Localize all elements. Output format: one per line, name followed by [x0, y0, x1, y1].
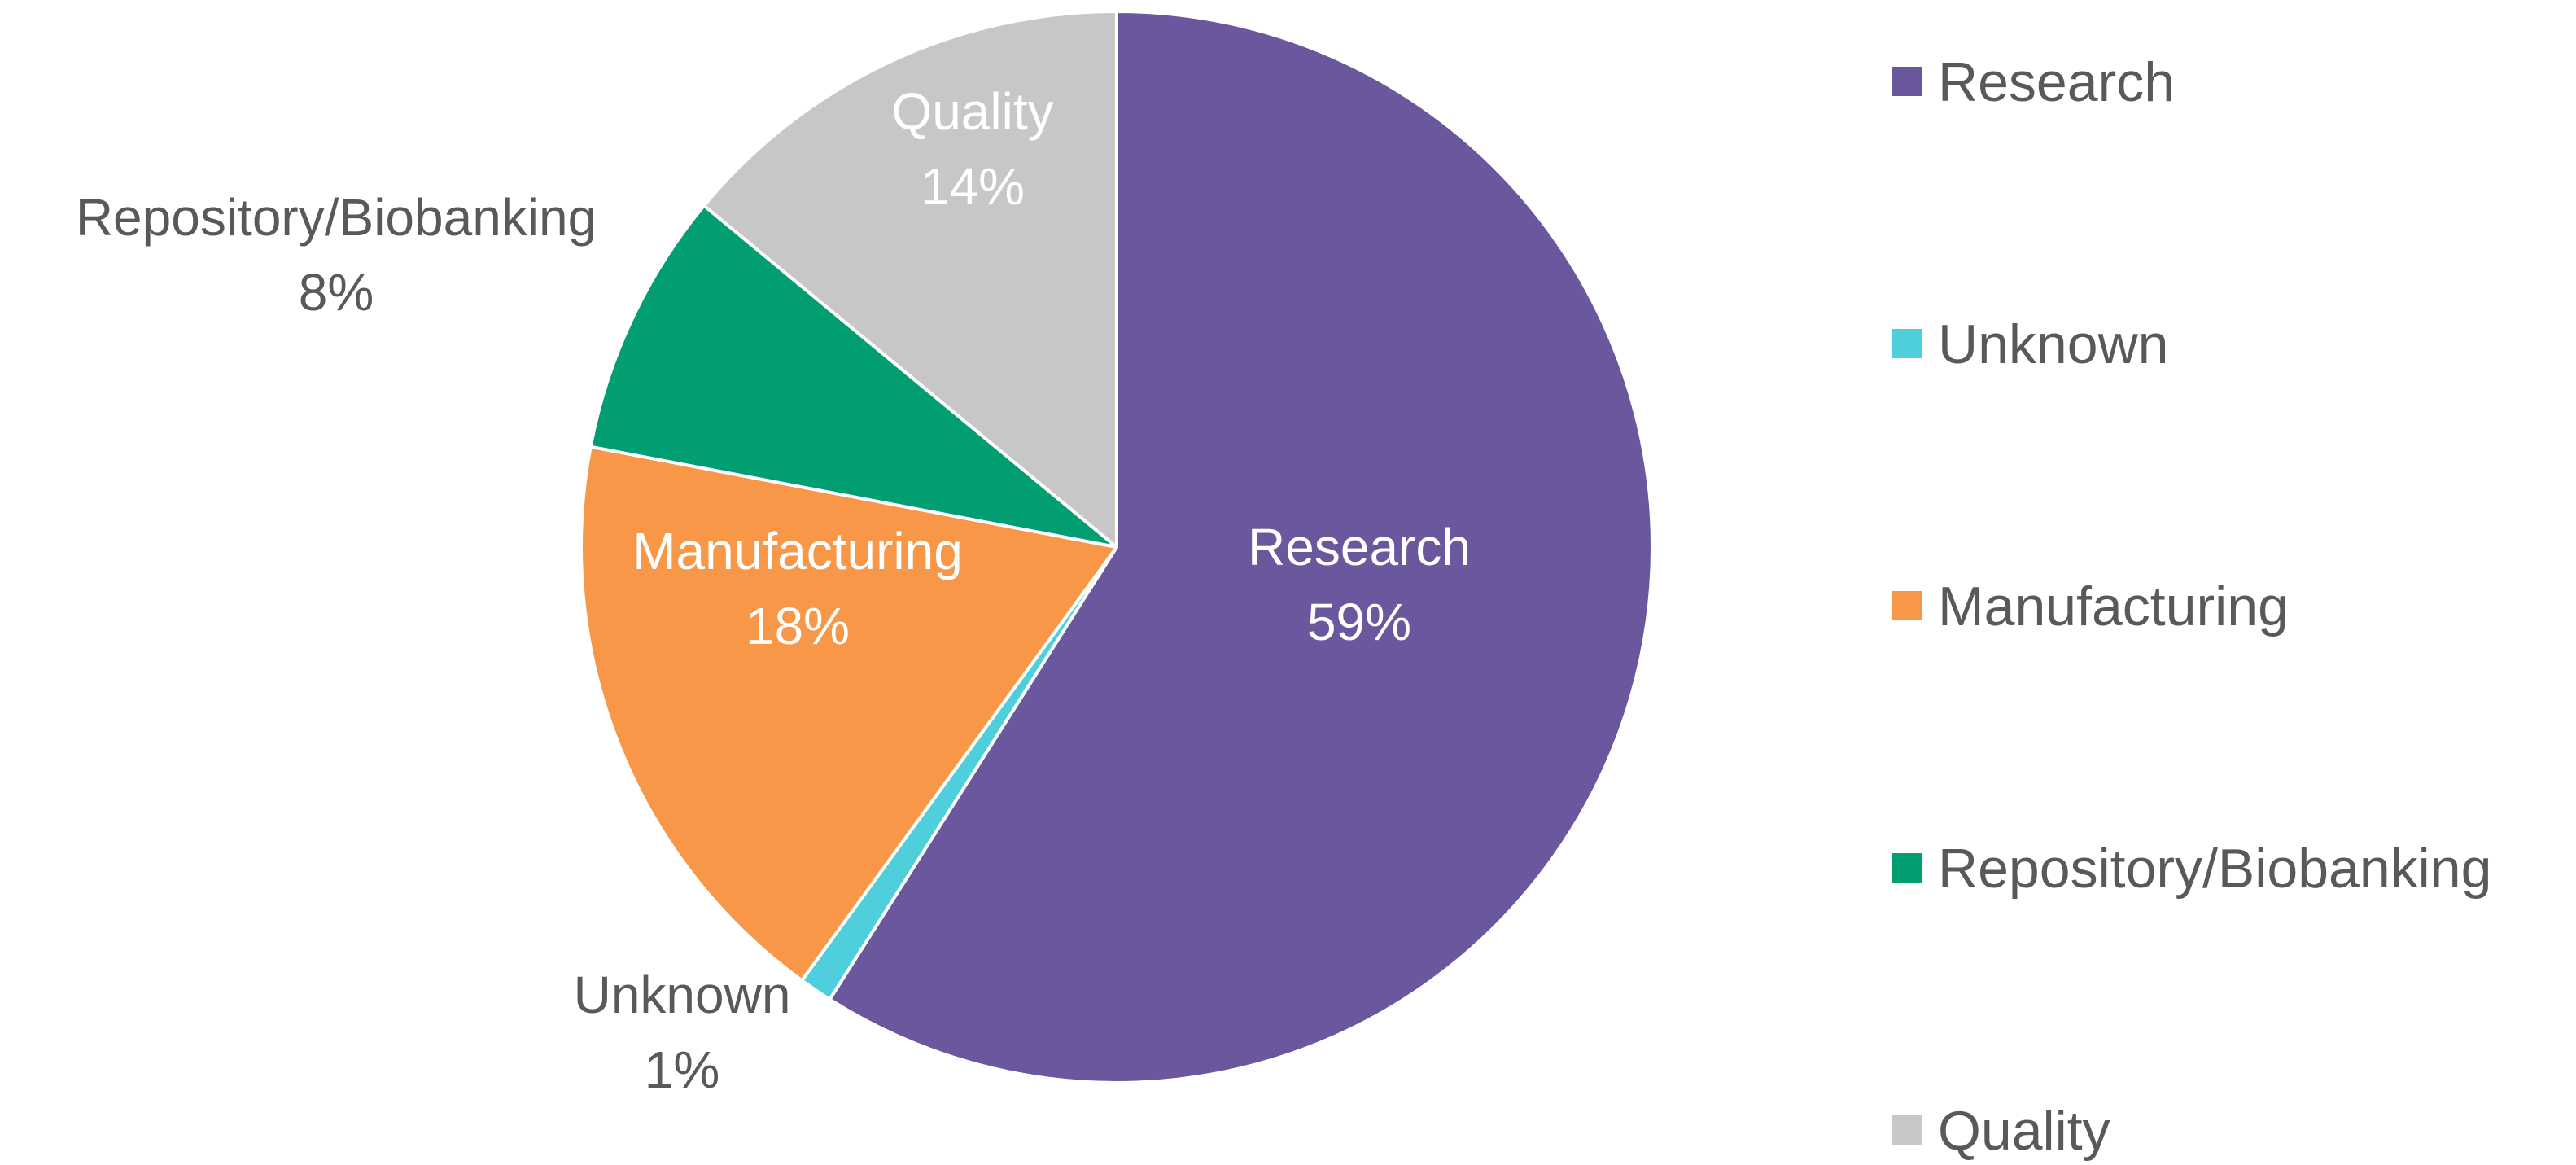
slice-percent-manufacturing: 18%	[746, 597, 850, 655]
slice-label-quality: Quality 14%	[891, 82, 1053, 216]
slice-percent-research: 59%	[1307, 593, 1411, 651]
legend-swatch-unknown	[1892, 329, 1922, 358]
legend-item-quality: Quality	[1892, 1100, 2110, 1162]
pie-slice-research	[828, 10, 1654, 1084]
slice-percent-unknown: 1%	[645, 1040, 720, 1099]
slice-category-repository-biobanking: Repository/Biobanking	[76, 188, 597, 247]
pie-slice-quality	[702, 10, 1118, 549]
legend-item-repository-biobanking: Repository/Biobanking	[1892, 838, 2491, 900]
legend: Research Unknown Manufacturing Repository/B…	[1892, 51, 2491, 1162]
legend-label-manufacturing: Manufacturing	[1938, 576, 2289, 637]
slice-category-unknown: Unknown	[574, 966, 791, 1024]
slice-label-unknown: Unknown 1%	[574, 966, 791, 1099]
slice-label-manufacturing: Manufacturing 18%	[632, 522, 963, 655]
legend-item-research: Research	[1892, 51, 2175, 113]
legend-label-research: Research	[1938, 51, 2175, 113]
legend-item-manufacturing: Manufacturing	[1892, 576, 2289, 637]
slice-percent-quality: 14%	[921, 157, 1025, 216]
slice-category-research: Research	[1248, 518, 1471, 576]
slice-label-research: Research 59%	[1248, 518, 1471, 651]
legend-swatch-research	[1892, 67, 1922, 96]
legend-swatch-repository-biobanking	[1892, 853, 1922, 883]
pie-slices	[579, 10, 1654, 1084]
legend-swatch-quality	[1892, 1115, 1922, 1145]
pie-slice-manufacturing	[579, 445, 1118, 983]
legend-item-unknown: Unknown	[1892, 313, 2169, 375]
slice-category-manufacturing: Manufacturing	[632, 522, 963, 580]
legend-swatch-manufacturing	[1892, 591, 1922, 620]
slice-percent-repository-biobanking: 8%	[299, 263, 374, 322]
pie-slice-repository-biobanking	[588, 204, 1118, 549]
slice-label-repository-biobanking: Repository/Biobanking 8%	[76, 188, 597, 322]
legend-label-quality: Quality	[1938, 1100, 2110, 1162]
pie-slice-labels: Research 59% Unknown 1% Manufacturing 18% Repo…	[76, 82, 1471, 1099]
slice-category-quality: Quality	[891, 82, 1053, 141]
legend-label-repository-biobanking: Repository/Biobanking	[1938, 838, 2491, 900]
legend-label-unknown: Unknown	[1938, 313, 2169, 375]
